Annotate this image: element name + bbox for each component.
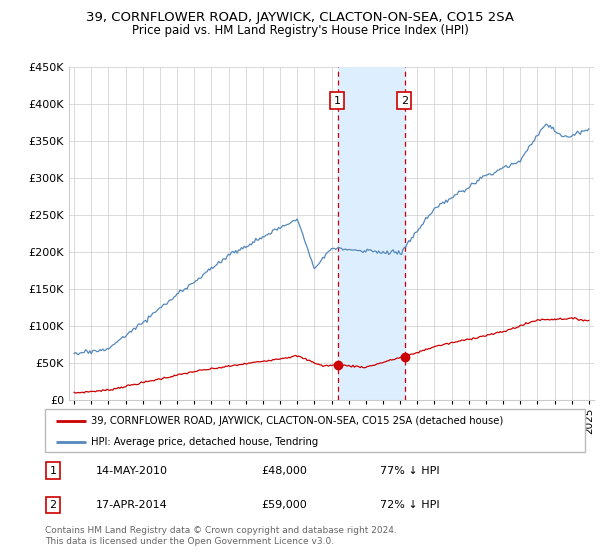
Text: HPI: Average price, detached house, Tendring: HPI: Average price, detached house, Tend…: [91, 437, 318, 446]
Text: 1: 1: [334, 96, 340, 105]
Text: £59,000: £59,000: [261, 500, 307, 510]
Text: 1: 1: [50, 465, 56, 475]
Text: 39, CORNFLOWER ROAD, JAYWICK, CLACTON-ON-SEA, CO15 2SA (detached house): 39, CORNFLOWER ROAD, JAYWICK, CLACTON-ON…: [91, 416, 503, 426]
Text: 17-APR-2014: 17-APR-2014: [96, 500, 168, 510]
Text: £48,000: £48,000: [261, 465, 307, 475]
Bar: [338, 67, 405, 400]
Text: 77% ↓ HPI: 77% ↓ HPI: [380, 465, 439, 475]
Text: 14-MAY-2010: 14-MAY-2010: [96, 465, 168, 475]
Text: Contains HM Land Registry data © Crown copyright and database right 2024.
This d: Contains HM Land Registry data © Crown c…: [45, 526, 397, 546]
Text: 2: 2: [50, 500, 56, 510]
Text: Price paid vs. HM Land Registry's House Price Index (HPI): Price paid vs. HM Land Registry's House …: [131, 24, 469, 36]
Text: 39, CORNFLOWER ROAD, JAYWICK, CLACTON-ON-SEA, CO15 2SA: 39, CORNFLOWER ROAD, JAYWICK, CLACTON-ON…: [86, 11, 514, 24]
Text: 2: 2: [401, 96, 408, 105]
Text: 72% ↓ HPI: 72% ↓ HPI: [380, 500, 439, 510]
